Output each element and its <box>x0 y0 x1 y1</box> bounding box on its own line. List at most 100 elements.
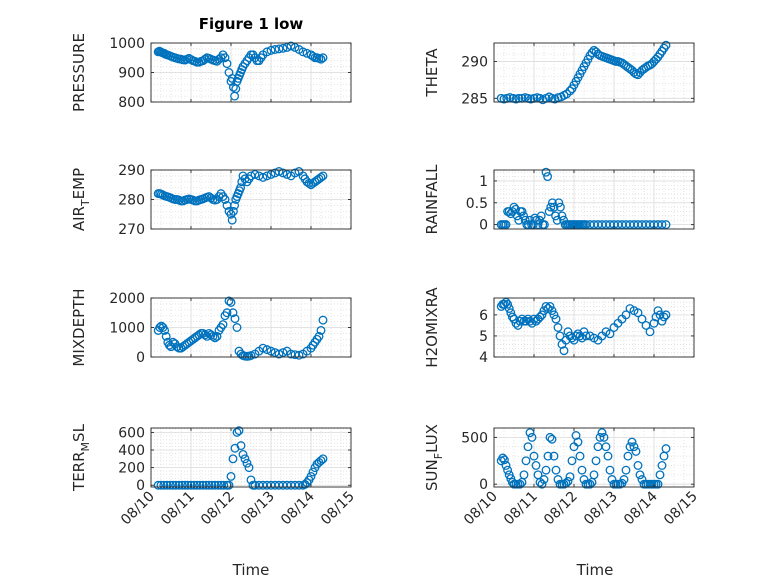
data-point <box>521 316 531 326</box>
data-point <box>605 465 615 475</box>
data-point <box>591 456 601 466</box>
data-point <box>557 211 567 221</box>
data-point <box>194 330 204 340</box>
data-point <box>318 454 328 464</box>
y-axis-label: TERRMSL <box>70 423 92 492</box>
data-point <box>282 169 292 179</box>
data-point <box>565 86 575 96</box>
data-point <box>318 53 328 63</box>
data-point <box>186 480 196 490</box>
data-point <box>503 299 513 309</box>
data-point <box>504 304 514 313</box>
x-tick-label: 08/11 <box>501 489 541 529</box>
data-point <box>227 73 237 83</box>
data-point <box>220 195 230 204</box>
data-point <box>597 428 607 438</box>
data-point <box>316 172 326 182</box>
data-point <box>501 220 511 230</box>
data-point <box>519 470 529 480</box>
data-point <box>645 327 655 337</box>
x-tick-label: 08/10 <box>118 489 158 529</box>
data-point <box>569 335 579 345</box>
data-point <box>236 183 246 193</box>
y-tick-label: 1000 <box>109 321 145 337</box>
data-point <box>531 215 541 225</box>
data-point <box>605 329 615 339</box>
data-point <box>552 215 562 225</box>
data-point <box>160 326 170 335</box>
panel-air-temp: 270 280 290 AIRTEMP <box>70 163 352 238</box>
data-point <box>619 475 629 484</box>
data-point <box>541 465 551 475</box>
data-point <box>657 220 667 230</box>
data-point <box>629 442 639 452</box>
data-point <box>539 220 549 230</box>
data-point <box>549 451 559 461</box>
data-point <box>539 475 549 484</box>
data-point <box>156 480 166 490</box>
data-point <box>278 43 288 53</box>
data-point <box>555 331 565 341</box>
data-point <box>183 480 193 490</box>
data-point <box>210 480 220 490</box>
panel-sunflux: 0 500 08/10 08/11 08/12 08/13 08/14 08/15 SUNFLU… <box>423 424 701 528</box>
data-point <box>274 167 284 176</box>
y-tick-label: 600 <box>118 425 145 441</box>
panel-rainfall: 0 0.5 1 RAINFALL <box>423 164 695 234</box>
data-point <box>659 312 669 322</box>
data-point <box>661 40 671 50</box>
panel-mixdepth: 0 1000 2000 MIXDEPTH <box>70 288 352 367</box>
data-point <box>537 310 547 320</box>
data-point <box>308 51 318 61</box>
data-point <box>161 331 171 341</box>
data-point <box>601 442 611 452</box>
y-tick-label: 0.5 <box>466 196 488 212</box>
data-point <box>633 461 643 470</box>
data-point <box>298 47 308 57</box>
data-point <box>599 432 609 442</box>
data-point <box>224 480 234 490</box>
data-point <box>201 480 211 490</box>
data-point <box>503 465 513 475</box>
data-point <box>603 451 613 461</box>
data-point <box>262 345 272 355</box>
data-point <box>655 470 665 480</box>
data-point <box>278 348 288 358</box>
data-point <box>513 320 523 330</box>
data-point <box>168 480 178 490</box>
y-axis-label: H2OMIXRA <box>423 287 441 368</box>
data-point <box>242 458 252 468</box>
data-point <box>308 467 318 477</box>
axes-box <box>493 169 695 230</box>
data-point <box>529 314 539 324</box>
y-tick-label: 270 <box>118 222 145 238</box>
y-tick-label: 0 <box>479 218 488 234</box>
data-point <box>498 453 508 463</box>
data-point <box>189 480 199 490</box>
data-point <box>192 480 202 490</box>
data-point <box>587 48 597 58</box>
data-point <box>162 480 172 490</box>
data-point <box>653 306 663 316</box>
data-point <box>553 323 563 332</box>
data-point <box>536 211 546 221</box>
data-point <box>545 301 555 311</box>
panel-theta: 285 290 THETA <box>423 40 695 107</box>
data-point <box>633 308 643 318</box>
data-point <box>521 456 531 466</box>
y-tick-label: 5 <box>479 329 488 345</box>
data-point <box>625 442 635 452</box>
data-point <box>579 327 589 337</box>
y-tick-label: 500 <box>461 430 488 446</box>
y-tick-label: 6 <box>479 308 488 324</box>
data-point <box>537 479 547 489</box>
data-point <box>180 480 190 490</box>
data-point <box>204 480 214 490</box>
data-point <box>635 470 645 480</box>
data-point <box>621 465 631 475</box>
data-point <box>661 220 671 230</box>
data-point <box>286 41 296 51</box>
data-point <box>316 456 326 466</box>
data-point <box>155 323 165 332</box>
